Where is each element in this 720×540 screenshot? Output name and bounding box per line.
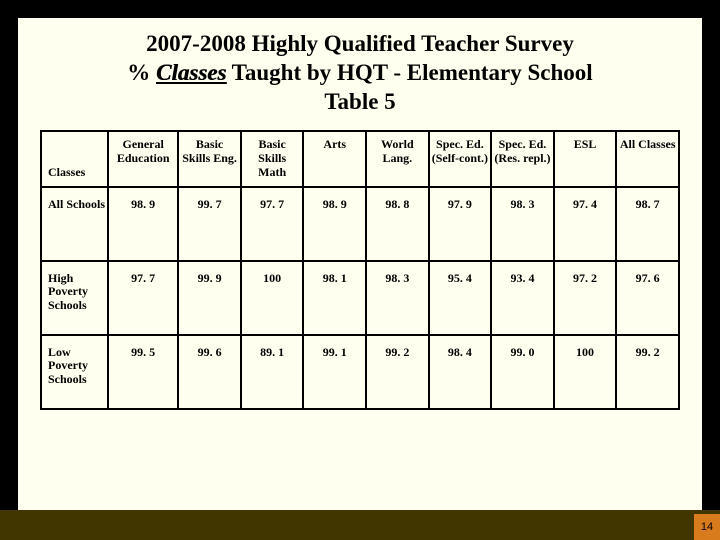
cell: 99. 7: [178, 187, 241, 261]
cell: 97. 6: [616, 261, 679, 335]
title-line-1: 2007-2008 Highly Qualified Teacher Surve…: [48, 30, 672, 59]
col-header: Spec. Ed. (Res. repl.): [491, 131, 554, 186]
cell: 98. 1: [303, 261, 366, 335]
slide: 2007-2008 Highly Qualified Teacher Surve…: [18, 18, 702, 510]
cell: 98. 9: [108, 187, 178, 261]
col-header: World Lang.: [366, 131, 429, 186]
cell: 99. 0: [491, 335, 554, 409]
cell: 89. 1: [241, 335, 304, 409]
cell: 97. 7: [241, 187, 304, 261]
cell: 99. 2: [616, 335, 679, 409]
cell: 99. 9: [178, 261, 241, 335]
corner-header: Classes: [41, 131, 108, 186]
cell: 98. 3: [491, 187, 554, 261]
cell: 99. 2: [366, 335, 429, 409]
cell: 98. 7: [616, 187, 679, 261]
title-line-2: % Classes Taught by HQT - Elementary Sch…: [48, 59, 672, 88]
header-row: Classes General Education Basic Skills E…: [41, 131, 679, 186]
row-label: All Schools: [41, 187, 108, 261]
cell: 97. 7: [108, 261, 178, 335]
col-header: Arts: [303, 131, 366, 186]
title-line-3: Table 5: [48, 88, 672, 117]
cell: 97. 9: [429, 187, 492, 261]
col-header: All Classes: [616, 131, 679, 186]
cell: 100: [554, 335, 617, 409]
cell: 100: [241, 261, 304, 335]
table-row: High Poverty Schools 97. 7 99. 9 100 98.…: [41, 261, 679, 335]
col-header: General Education: [108, 131, 178, 186]
row-label: High Poverty Schools: [41, 261, 108, 335]
cell: 97. 2: [554, 261, 617, 335]
footer-bar: [0, 510, 720, 540]
cell: 93. 4: [491, 261, 554, 335]
col-header: Basic Skills Eng.: [178, 131, 241, 186]
title-line-2-pre: %: [127, 60, 156, 85]
col-header: Spec. Ed. (Self-cont.): [429, 131, 492, 186]
cell: 98. 8: [366, 187, 429, 261]
cell: 97. 4: [554, 187, 617, 261]
table-container: Classes General Education Basic Skills E…: [18, 126, 702, 409]
cell: 99. 1: [303, 335, 366, 409]
col-header: Basic Skills Math: [241, 131, 304, 186]
col-header: ESL: [554, 131, 617, 186]
row-label: Low Poverty Schools: [41, 335, 108, 409]
cell: 99. 6: [178, 335, 241, 409]
page-number: 14: [694, 514, 720, 540]
table-row: Low Poverty Schools 99. 5 99. 6 89. 1 99…: [41, 335, 679, 409]
cell: 95. 4: [429, 261, 492, 335]
table-row: All Schools 98. 9 99. 7 97. 7 98. 9 98. …: [41, 187, 679, 261]
cell: 99. 5: [108, 335, 178, 409]
title-block: 2007-2008 Highly Qualified Teacher Surve…: [18, 18, 702, 126]
cell: 98. 3: [366, 261, 429, 335]
cell: 98. 4: [429, 335, 492, 409]
title-line-2-post: Taught by HQT - Elementary School: [226, 60, 592, 85]
title-line-2-underlined: Classes: [156, 60, 226, 85]
data-table: Classes General Education Basic Skills E…: [40, 130, 680, 409]
cell: 98. 9: [303, 187, 366, 261]
